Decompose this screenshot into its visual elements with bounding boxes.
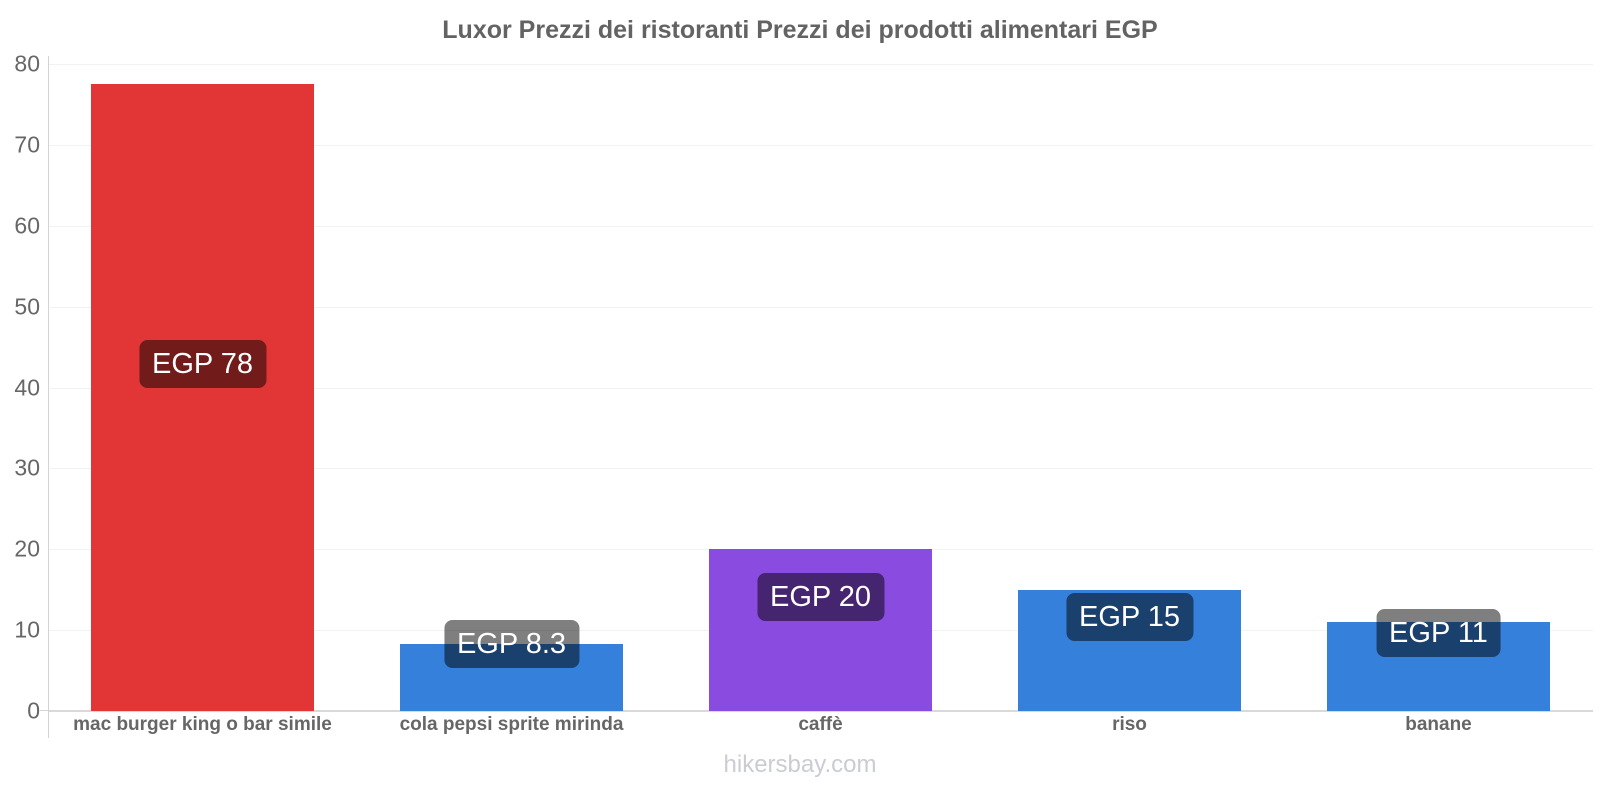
gridline-50	[48, 306, 1593, 308]
bar-value-label-5: EGP 11	[1376, 609, 1501, 658]
y-axis-label-30: 30	[14, 454, 40, 481]
y-axis-zero-tick	[40, 710, 48, 711]
watermark-text: hikersbay.com	[723, 751, 877, 778]
y-axis-label-70: 70	[14, 131, 40, 158]
gridline-60	[48, 225, 1593, 227]
y-axis-label-0: 0	[27, 697, 40, 724]
bar-value-label-1: EGP 78	[138, 340, 267, 389]
bar-value-label-4: EGP 15	[1065, 592, 1194, 641]
x-axis-line	[48, 710, 1593, 712]
x-axis-label-2: cola pepsi sprite mirinda	[399, 714, 624, 735]
bar-value-label-3: EGP 20	[756, 573, 885, 622]
y-axis-label-10: 10	[14, 616, 40, 643]
x-axis-label-1: mac burger king o bar simile	[73, 714, 332, 735]
x-axis-label-4: riso	[1112, 714, 1147, 735]
gridline-80	[48, 64, 1593, 65]
chart-title: Luxor Prezzi dei ristoranti Prezzi dei p…	[442, 16, 1158, 44]
y-axis-label-40: 40	[14, 374, 40, 400]
x-axis-label-3: caffè	[798, 714, 843, 735]
y-axis-label-20: 20	[14, 535, 40, 562]
gridline-40	[48, 387, 1593, 389]
x-axis-label-5: banane	[1405, 714, 1472, 735]
y-axis-line	[48, 56, 49, 738]
y-axis-label-50: 50	[14, 293, 40, 320]
gridline-30	[48, 468, 1593, 470]
y-axis-label-60: 60	[14, 212, 40, 239]
gridline-70	[48, 144, 1593, 146]
y-axis-label-80: 80	[14, 50, 40, 77]
bar-value-label-2: EGP 8.3	[443, 619, 580, 668]
bar-mac-burger-king-o-bar-simile[interactable]	[91, 84, 314, 711]
